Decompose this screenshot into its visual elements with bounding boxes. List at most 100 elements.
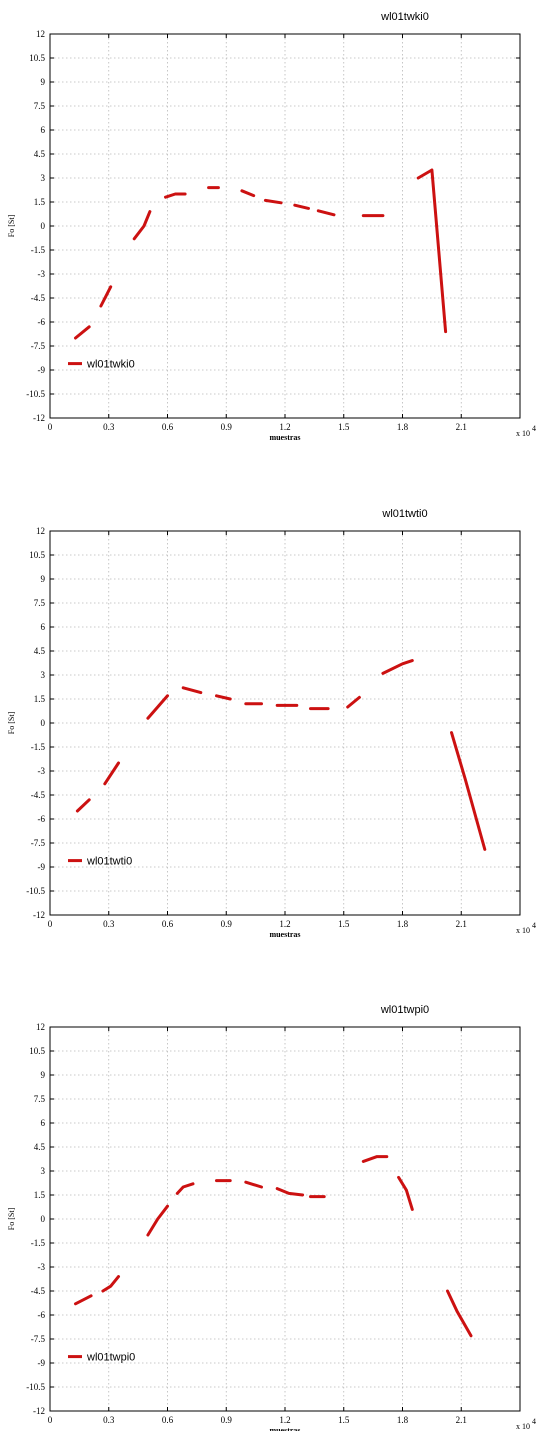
y-tick-label: -9 <box>38 862 46 872</box>
y-tick-label: -10.5 <box>26 389 45 399</box>
x-multiplier: x 10 <box>516 926 530 935</box>
chart-wl01twki0: 12 10.5 9 7.5 6 4.5 3 1.5 0 -1.5 -3 -4.5 -6 -7.5 -9 -10… <box>7 11 536 442</box>
y-tick-label: 6 <box>41 622 46 632</box>
series-segment <box>275 1187 305 1197</box>
x-tick-label: 0.9 <box>221 422 233 432</box>
x-tick-label: 0.3 <box>103 919 115 929</box>
series-segment <box>74 1294 93 1306</box>
chart-title: wl01twti0 <box>381 508 427 520</box>
series-segment <box>316 209 336 217</box>
y-tick-label: 0 <box>41 1214 46 1224</box>
x-tick-label: 0.9 <box>221 919 233 929</box>
y-tick-label: 3 <box>41 670 46 680</box>
y-tick-label: 3 <box>41 1166 46 1176</box>
y-tick-label: -7.5 <box>31 1334 46 1344</box>
x-multiplier: x 10 <box>516 1422 530 1431</box>
y-tick-label: 9 <box>41 77 46 87</box>
y-tick-label: -6 <box>38 317 46 327</box>
x-tick-label: 0.3 <box>103 1415 115 1425</box>
x-tick-label: 0 <box>48 422 53 432</box>
y-tick-label: -6 <box>38 1310 46 1320</box>
x-tick-label: 1.8 <box>397 919 409 929</box>
x-multiplier-exponent: 4 <box>532 921 536 930</box>
series-wl01twpi0 <box>74 1155 473 1338</box>
series-segment <box>181 686 203 695</box>
x-tick-label: 1.8 <box>397 422 409 432</box>
y-tick-label: 7.5 <box>34 598 46 608</box>
y-axis-label: Fo [St] <box>7 1207 16 1230</box>
series-segment <box>99 285 113 308</box>
series-segment <box>293 203 310 210</box>
y-tick-label: 0 <box>41 718 46 728</box>
y-tick-label: 1.5 <box>34 1190 46 1200</box>
series-segment <box>146 1204 169 1237</box>
legend-label: wl01twki0 <box>86 359 135 371</box>
x-tick-label: 0.3 <box>103 422 115 432</box>
x-tick-label: 0.6 <box>162 919 174 929</box>
x-tick-label: 2.1 <box>456 422 467 432</box>
axes-frame <box>49 33 521 419</box>
y-tick-label: -9 <box>38 1358 46 1368</box>
x-tick-label: 2.1 <box>456 919 467 929</box>
chart-wl01twti0: 12 10.5 9 7.5 6 4.5 3 1.5 0 -1.5 -3 -4.5 -6 -7.5 -9 -10… <box>7 508 536 939</box>
x-tick-label: 0.6 <box>162 1415 174 1425</box>
x-axis-label: muestras <box>269 1426 300 1431</box>
x-tick-label: 0 <box>48 919 53 929</box>
y-tick-label: 6 <box>41 1118 46 1128</box>
series-segment <box>75 798 91 813</box>
y-tick-label: -9 <box>38 365 46 375</box>
legend-label: wl01twpi0 <box>86 1352 135 1364</box>
chart-title: wl01twpi0 <box>380 1004 429 1016</box>
series-segment <box>164 192 187 199</box>
y-tick-label: 4.5 <box>34 646 46 656</box>
y-tick-label: -3 <box>38 766 46 776</box>
y-axis-label: Fo [St] <box>7 711 16 734</box>
x-tick-label: 1.8 <box>397 1415 409 1425</box>
y-tick-label: 7.5 <box>34 101 46 111</box>
x-tick-label: 1.5 <box>338 422 350 432</box>
x-multiplier-exponent: 4 <box>532 424 536 433</box>
x-axis-label: muestras <box>269 433 300 442</box>
chart-wl01twpi0: 12 10.5 9 7.5 6 4.5 3 1.5 0 -1.5 -3 -4.5 -6 -7.5 -9 -10… <box>7 1004 536 1431</box>
y-tick-label: -1.5 <box>31 742 46 752</box>
x-tick-label: 1.2 <box>279 919 290 929</box>
x-tick-label: 0.9 <box>221 1415 233 1425</box>
x-tick-label: 1.5 <box>338 919 350 929</box>
y-tick-label: -10.5 <box>26 886 45 896</box>
series-segment <box>240 189 256 198</box>
y-tick-label: -10.5 <box>26 1382 45 1392</box>
series-wl01twti0 <box>75 659 487 851</box>
series-segment <box>244 1180 263 1189</box>
y-tick-label: 12 <box>36 29 45 39</box>
y-tick-label: -12 <box>33 413 45 423</box>
series-segment <box>381 659 414 675</box>
series-segment <box>263 198 283 205</box>
series-segment <box>101 1275 120 1293</box>
x-multiplier-exponent: 4 <box>532 1417 536 1426</box>
chart-title: wl01twki0 <box>380 11 429 23</box>
y-tick-label: -7.5 <box>31 341 46 351</box>
legend-label: wl01twti0 <box>86 856 132 868</box>
y-tick-label: 10.5 <box>29 53 45 63</box>
y-tick-label: 4.5 <box>34 1142 46 1152</box>
series-segment <box>346 695 361 709</box>
y-tick-label: 4.5 <box>34 149 46 159</box>
y-tick-label: -6 <box>38 814 46 824</box>
series-segment <box>416 168 448 334</box>
series-segment <box>74 325 91 340</box>
series-segment <box>397 1175 414 1211</box>
series-segment <box>103 761 120 786</box>
y-tick-label: 10.5 <box>29 550 45 560</box>
y-axis-label: Fo [St] <box>7 214 16 237</box>
axes-frame <box>49 530 521 916</box>
x-tick-label: 1.2 <box>279 1415 290 1425</box>
series-segment <box>446 1289 473 1338</box>
y-tick-label: -7.5 <box>31 838 46 848</box>
series-segment <box>132 210 152 241</box>
series-segment <box>175 1182 195 1195</box>
y-tick-label: 3 <box>41 173 46 183</box>
y-tick-label: -3 <box>38 269 46 279</box>
y-tick-label: 1.5 <box>34 197 46 207</box>
y-tick-label: -4.5 <box>31 790 46 800</box>
x-tick-label: 1.2 <box>279 422 290 432</box>
